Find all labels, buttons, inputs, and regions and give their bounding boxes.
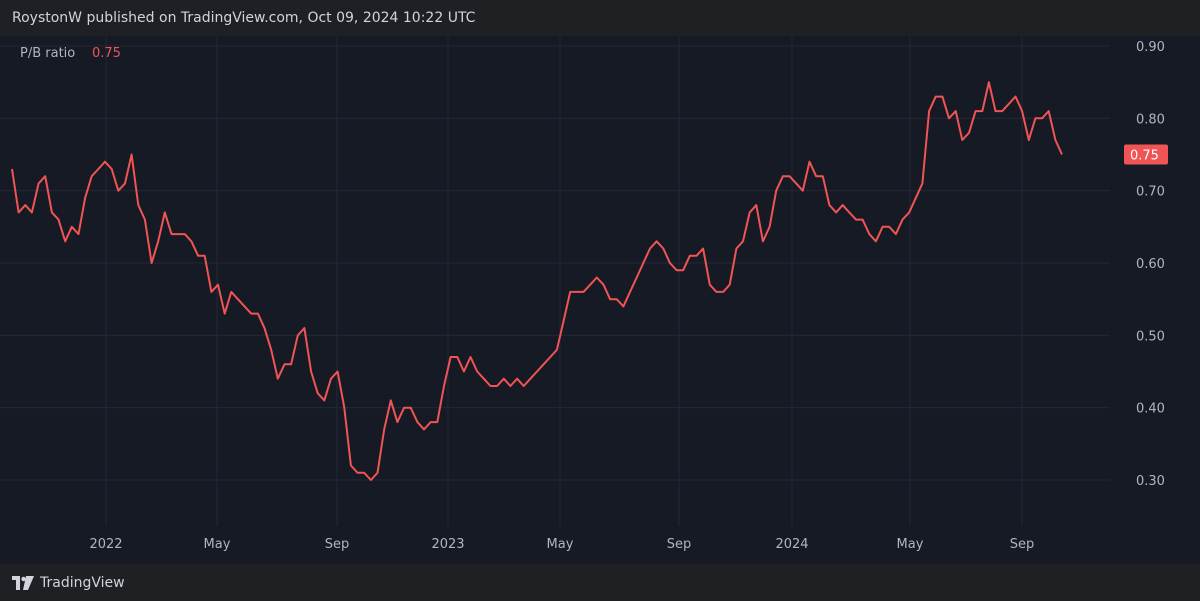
y-tick-label: 0.30 <box>1136 474 1165 489</box>
y-tick-label: 0.40 <box>1136 402 1165 417</box>
y-tick-label: 0.50 <box>1136 329 1165 344</box>
y-tick-label: 0.80 <box>1136 112 1165 127</box>
chart-area[interactable]: 0.90 0.80 0.70 0.60 0.50 0.40 0.30 2022 May Sep 2… <box>0 36 1200 564</box>
grid-lines <box>0 36 1110 526</box>
y-tick-label: 0.70 <box>1136 185 1165 200</box>
legend-value: 0.75 <box>92 46 121 61</box>
series-line-pb-ratio <box>11 81 1063 481</box>
x-tick-label: May <box>897 537 924 552</box>
x-tick-label: Sep <box>1010 537 1035 552</box>
x-tick-label: 2022 <box>89 537 122 552</box>
x-tick-label: 2024 <box>775 537 808 552</box>
last-value-badge: 0.75 <box>1124 144 1168 165</box>
y-axis: 0.90 0.80 0.70 0.60 0.50 0.40 0.30 <box>1136 40 1165 489</box>
x-axis: 2022 May Sep 2023 May Sep 2024 May Sep <box>89 537 1034 552</box>
x-tick-label: May <box>547 537 574 552</box>
footer: TradingView <box>0 564 1200 601</box>
x-tick-label: Sep <box>667 537 692 552</box>
price-chart[interactable]: 0.900.800.700.600.500.400.30 2022 May Sep 2… <box>0 36 1200 564</box>
x-tick-label: May <box>204 537 231 552</box>
legend-label: P/B ratio <box>20 46 75 61</box>
y-tick-label: 0.60 <box>1136 257 1165 272</box>
y-tick-label: 0.90 <box>1136 40 1165 55</box>
tradingview-logo-icon <box>12 576 34 590</box>
tradingview-brand[interactable]: TradingView <box>12 573 125 593</box>
x-tick-label: 2023 <box>431 537 464 552</box>
last-value-text: 0.75 <box>1130 149 1159 164</box>
x-tick-label: Sep <box>325 537 350 552</box>
publish-info: RoystonW published on TradingView.com, O… <box>0 0 1200 36</box>
brand-name: TradingView <box>40 575 125 591</box>
